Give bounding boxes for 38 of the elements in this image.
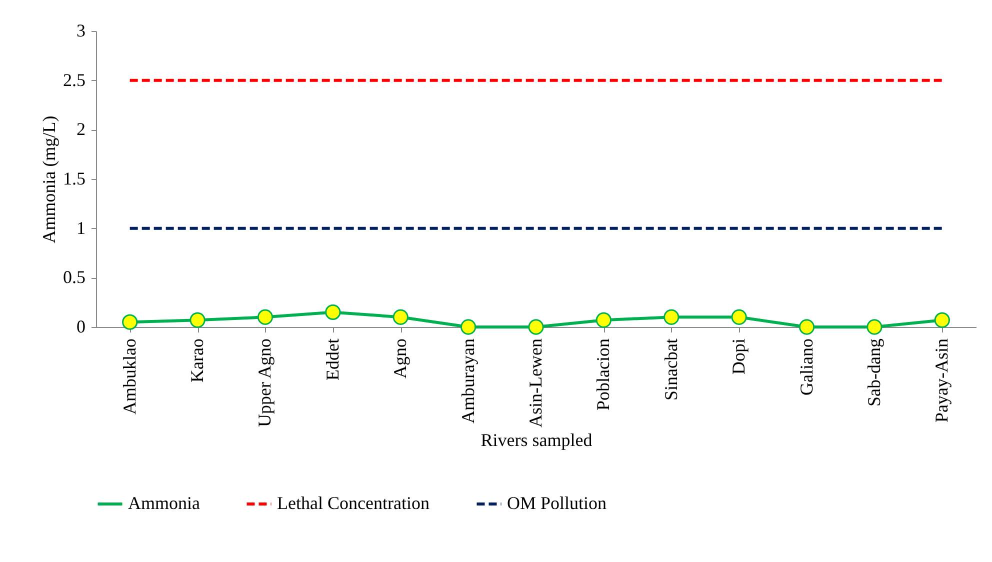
- point: [257, 309, 274, 325]
- x-tick-label: Dopi: [728, 338, 749, 374]
- point: [392, 309, 408, 325]
- legend-label: Ammonia: [128, 493, 200, 513]
- y-tick-label: 0: [76, 316, 86, 336]
- x-tick-label: Poblacion: [593, 338, 614, 410]
- point: [934, 312, 950, 328]
- y-tick-label: 2: [76, 119, 86, 140]
- x-tick-label: Agno: [390, 338, 410, 378]
- y-tick-label: 0.5: [63, 267, 86, 288]
- point: [798, 319, 815, 335]
- point: [190, 312, 206, 328]
- x-tick-label: Sab-dang: [864, 338, 884, 406]
- point: [664, 309, 680, 325]
- x-tick-label: Upper Agno: [254, 338, 275, 427]
- x-axis-title: Rivers sampled: [480, 430, 592, 450]
- x-tick-label: Eddet: [322, 338, 342, 380]
- y-axis-title: Ammonia (mg/L): [39, 116, 59, 244]
- x-tick-label: Ambuklao: [119, 338, 140, 414]
- point: [596, 312, 612, 328]
- y-tick-label: 1: [76, 218, 86, 238]
- legend-label: OM Pollution: [507, 493, 607, 513]
- y-tick-label: 1.5: [63, 168, 86, 188]
- y-tick-label: 2.5: [63, 70, 86, 90]
- legend-label: Lethal Concentration: [277, 493, 430, 513]
- point: [460, 319, 476, 335]
- y-tick-label: 3: [76, 20, 86, 40]
- point: [731, 309, 747, 325]
- x-tick-label: Karao: [187, 338, 208, 382]
- x-tick-label: Sinacbat: [660, 338, 681, 400]
- x-tick-label: Amburayan: [458, 338, 478, 424]
- point: [528, 319, 544, 335]
- x-tick-label: Payay-Asin: [932, 338, 952, 422]
- point: [122, 314, 138, 330]
- x-tick-label: Asin-Lewen: [526, 338, 546, 428]
- point: [325, 304, 341, 320]
- x-tick-label: Galiano: [796, 338, 816, 396]
- point: [866, 319, 882, 335]
